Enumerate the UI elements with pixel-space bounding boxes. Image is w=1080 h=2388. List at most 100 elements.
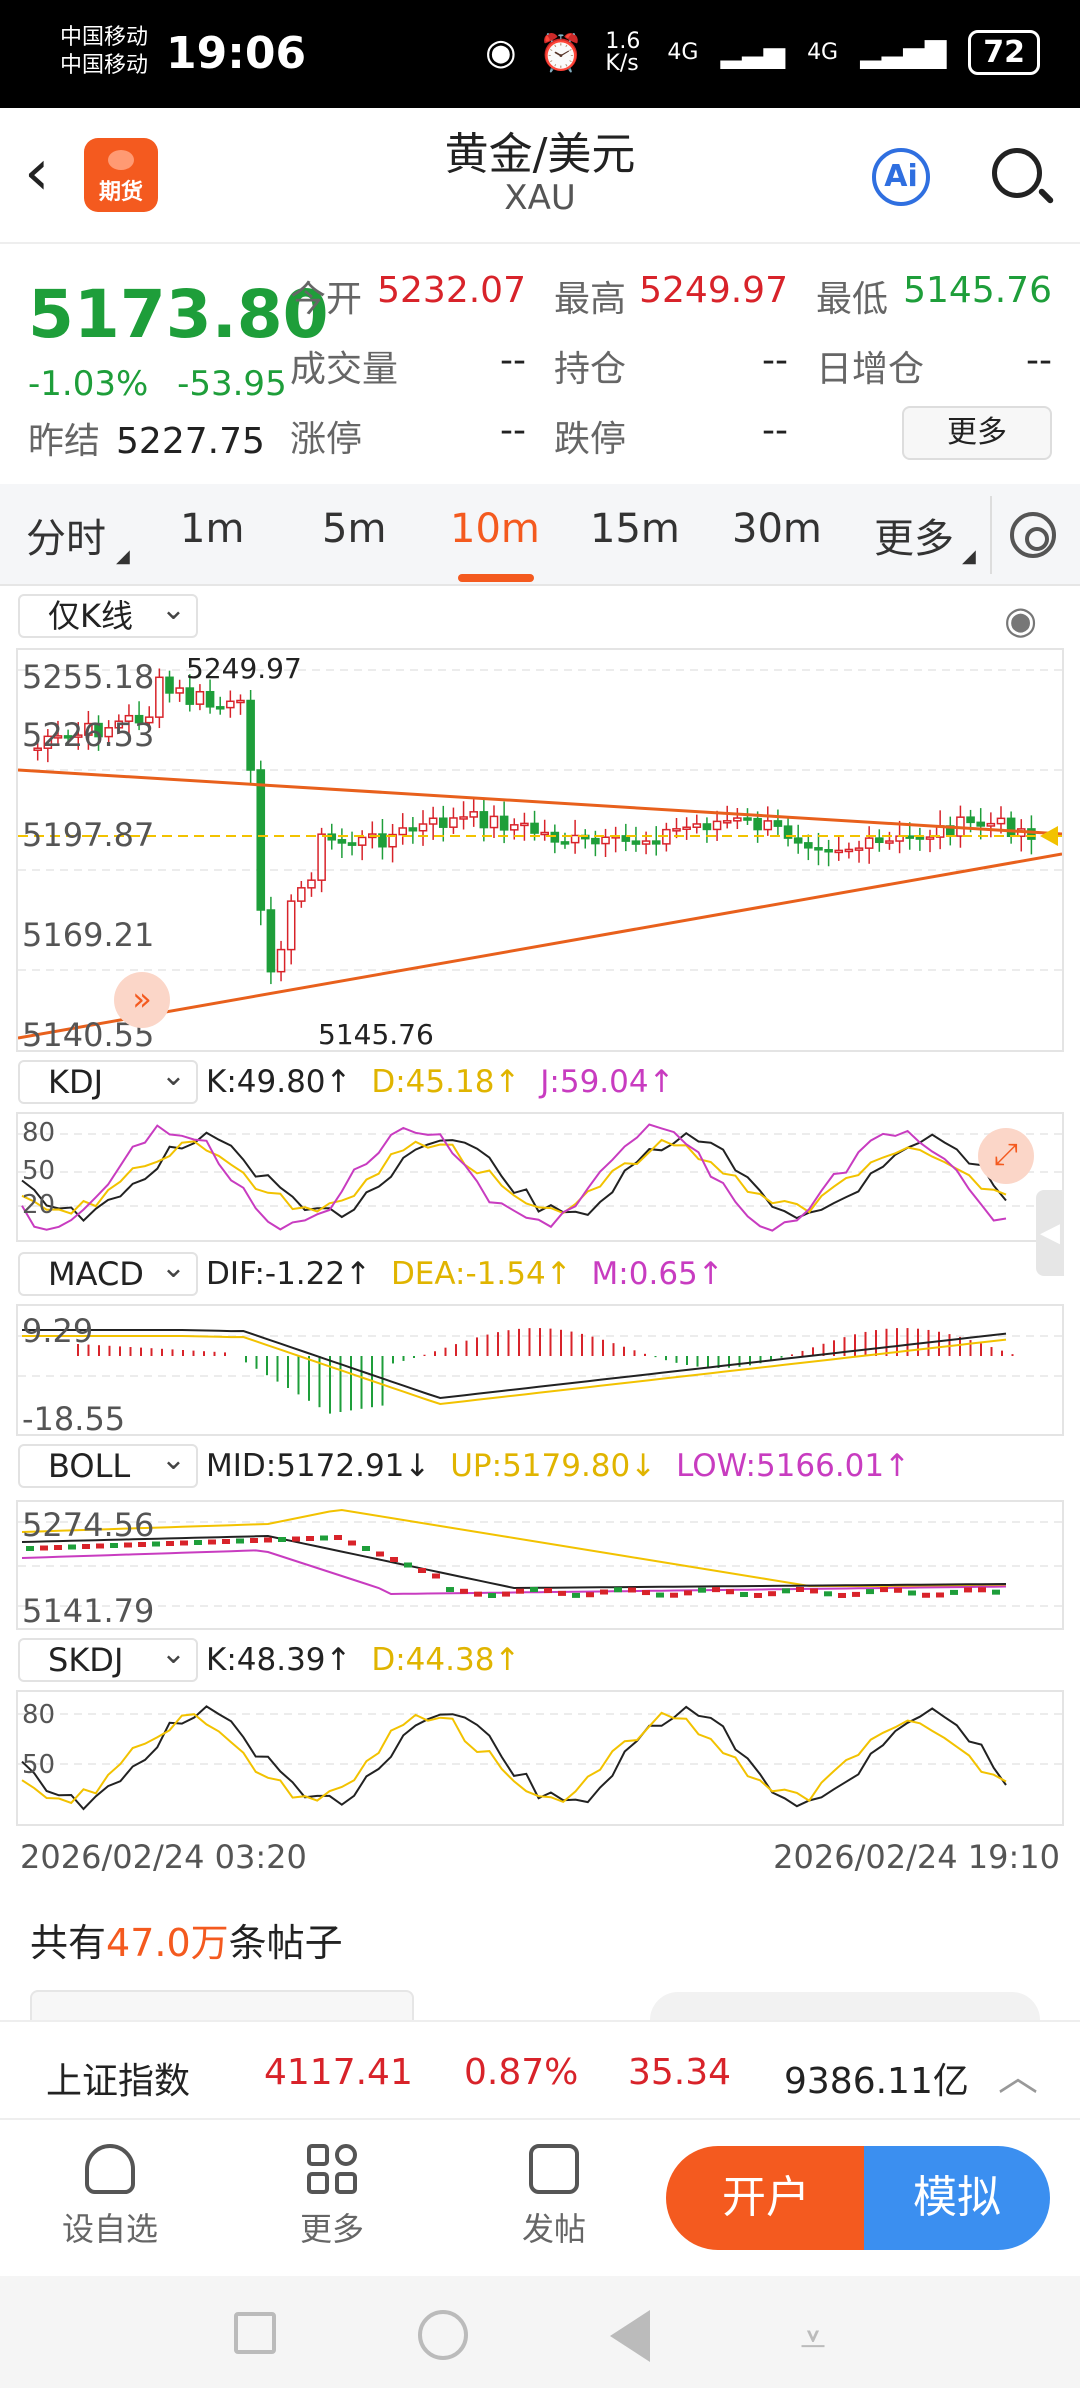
expand-icon[interactable]: ⤢: [978, 1128, 1034, 1184]
chevron-up-icon[interactable]: ︿: [998, 2054, 1038, 2100]
candle: [875, 837, 884, 844]
net-speed: 1.6 K/s: [605, 28, 641, 76]
macd-values: DIF:-1.22↑ DEA:-1.54↑ M:0.65↑: [206, 1256, 724, 1292]
kline-mode-dropdown[interactable]: 仅K线: [18, 590, 198, 638]
trendline-lower: [17, 852, 1063, 1040]
signal-bars-icon: ▂▃▅: [720, 36, 786, 69]
boll-candle: [124, 1542, 132, 1548]
nav-more[interactable]: 更多: [262, 2144, 402, 2250]
y-label: 5226.53: [22, 716, 155, 754]
home-icon[interactable]: [418, 2310, 468, 2360]
candle: [489, 815, 499, 829]
boll-pane[interactable]: 5274.56 5141.79: [16, 1500, 1064, 1630]
double-chevron-right-icon[interactable]: »: [114, 972, 170, 1028]
signal-bars-icon: ▂▃▅▇: [860, 36, 947, 69]
chevron-left-icon[interactable]: ‹: [24, 136, 50, 210]
eye-icon: ◉: [485, 32, 517, 73]
kdj-dropdown[interactable]: KDJ: [18, 1056, 198, 1104]
nav-post[interactable]: 发帖: [484, 2144, 624, 2250]
low-cell: 最低 5145.76: [816, 270, 1052, 320]
boll-candle: [964, 1587, 972, 1593]
candle: [702, 823, 712, 831]
battery-indicator: 72: [968, 30, 1040, 75]
collapse-handle[interactable]: ◀: [1036, 1190, 1064, 1276]
tab-more[interactable]: 更多: [874, 516, 954, 562]
signal-1: 4G: [667, 40, 699, 65]
tab-5m[interactable]: 5m: [322, 506, 387, 552]
candle: [438, 817, 448, 828]
high-marker: 5249.97: [186, 652, 302, 685]
candle: [540, 831, 549, 836]
system-nav-bar: ⩡: [0, 2276, 1080, 2388]
boll-candle: [978, 1587, 986, 1593]
boll-candle: [404, 1562, 412, 1568]
boll-candle: [250, 1538, 258, 1543]
tab-15m[interactable]: 15m: [590, 506, 680, 552]
page-subtitle: XAU: [504, 178, 576, 218]
candle: [266, 909, 276, 973]
alarm-icon: ⏰: [538, 32, 584, 74]
macd-pane[interactable]: 9.29 -18.55: [16, 1304, 1064, 1438]
tab-timeshare[interactable]: 分时: [26, 516, 106, 562]
boll-candle: [866, 1589, 874, 1595]
candle: [550, 831, 560, 843]
tab-30m[interactable]: 30m: [732, 506, 822, 552]
boll-candle: [208, 1539, 216, 1545]
tab-1m[interactable]: 1m: [180, 506, 245, 552]
candle: [73, 734, 83, 738]
caret-down-icon: ◢: [116, 546, 130, 567]
ai-button[interactable]: Ai: [872, 148, 930, 206]
boll-candle: [530, 1587, 538, 1593]
kdj-pane[interactable]: 80 50 20 ⤢: [16, 1112, 1064, 1242]
candle: [459, 816, 468, 820]
last-price: 5173.80: [28, 276, 329, 353]
boll-candle: [992, 1589, 1000, 1595]
recents-icon[interactable]: [234, 2312, 276, 2354]
futures-badge[interactable]: 期货: [84, 138, 158, 212]
candle: [63, 735, 73, 739]
skdj-dropdown[interactable]: SKDJ: [18, 1634, 198, 1682]
more-quote-button[interactable]: 更多: [902, 406, 1052, 460]
boll-candle: [68, 1544, 76, 1550]
boll-candle: [474, 1591, 482, 1597]
status-icons: ◉ ⏰ 1.6 K/s 4G ▂▃▅ 4G ▂▃▅▇ 72: [485, 30, 1040, 75]
back-icon[interactable]: [610, 2310, 650, 2362]
candle: [824, 848, 833, 853]
volume-cell: 成交量 --: [290, 340, 526, 390]
boll-candle: [586, 1592, 594, 1598]
quote-panel: 5173.80 -1.03% -53.95 昨结 5227.75 今开 5232.0…: [0, 244, 1080, 484]
kline-pane[interactable]: 5255.18 5226.53 5197.87 5169.21 5140.55 …: [16, 648, 1064, 1054]
notification-pull-icon[interactable]: ⩡: [800, 2312, 826, 2366]
eye-icon[interactable]: ◉: [1004, 598, 1038, 642]
candle: [520, 822, 529, 827]
candle: [84, 722, 93, 736]
simulate-button[interactable]: 模拟: [864, 2146, 1050, 2250]
boll-values: MID:5172.91↓ UP:5179.80↓ LOW:5166.01↑: [206, 1448, 911, 1484]
candle: [286, 900, 296, 951]
boll-dropdown[interactable]: BOLL: [18, 1440, 198, 1488]
tab-10m[interactable]: 10m: [450, 506, 540, 552]
skdj-pane[interactable]: 80 50: [16, 1690, 1064, 1826]
index-change: 35.34: [628, 2052, 732, 2093]
boll-candle: [642, 1590, 650, 1596]
candle: [408, 827, 418, 832]
candle: [94, 722, 103, 738]
candle: [996, 817, 1006, 825]
candle: [175, 687, 184, 694]
boll-candle: [950, 1589, 958, 1595]
index-ticker[interactable]: 上证指数 4117.41 0.87% 35.34 9386.11亿 ︿: [0, 2020, 1080, 2120]
open-account-button[interactable]: 开户: [666, 2146, 866, 2250]
nav-add-watchlist[interactable]: 设自选: [40, 2144, 180, 2250]
search-icon[interactable]: [992, 148, 1042, 198]
boll-candle: [222, 1539, 230, 1544]
edit-icon: [529, 2144, 579, 2194]
candle: [854, 847, 864, 851]
boll-candle: [922, 1592, 930, 1598]
boll-candle: [54, 1545, 62, 1550]
end-time: 2026/02/24 19:10: [773, 1838, 1060, 1876]
tab-divider: [990, 496, 992, 574]
candle: [986, 822, 996, 827]
macd-dropdown[interactable]: MACD: [18, 1248, 198, 1296]
gear-icon[interactable]: [1010, 512, 1056, 558]
boll-candle: [628, 1587, 636, 1593]
